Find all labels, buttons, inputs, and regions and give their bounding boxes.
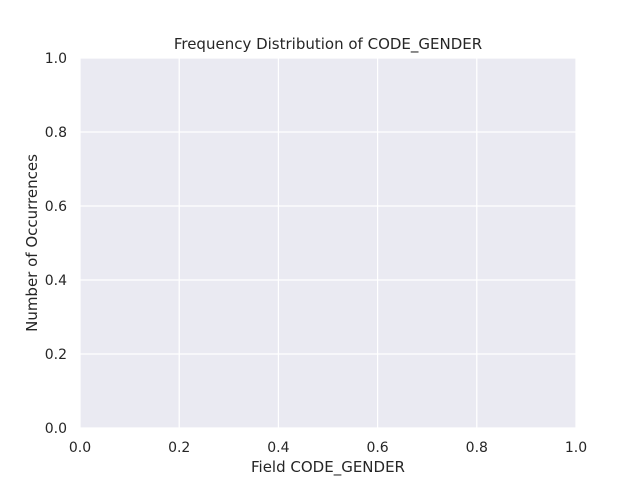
y-tick-label: 0.2: [45, 347, 67, 363]
x-tick-label: 1.0: [565, 440, 587, 456]
y-tick-label: 0.0: [45, 421, 67, 437]
y-tick-labels: 0.0 0.2 0.4 0.6 0.8 1.0: [45, 51, 67, 437]
x-tick-label: 0.2: [168, 440, 190, 456]
y-axis-label: Number of Occurrences: [23, 154, 41, 332]
x-axis-label: Field CODE_GENDER: [251, 458, 405, 477]
plot-area: [80, 58, 576, 428]
y-tick-label: 0.4: [45, 273, 67, 289]
x-tick-labels: 0.0 0.2 0.4 0.6 0.8 1.0: [69, 440, 587, 456]
y-tick-label: 0.8: [45, 125, 67, 141]
x-tick-label: 0.8: [466, 440, 488, 456]
y-gridlines: [80, 57, 576, 429]
x-tick-label: 0.0: [69, 440, 91, 456]
chart-title: Frequency Distribution of CODE_GENDER: [174, 35, 482, 54]
y-tick-label: 1.0: [45, 51, 67, 67]
x-gridlines: [79, 58, 577, 428]
y-tick-label: 0.6: [45, 199, 67, 215]
x-tick-label: 0.6: [366, 440, 388, 456]
x-tick-label: 0.4: [267, 440, 289, 456]
